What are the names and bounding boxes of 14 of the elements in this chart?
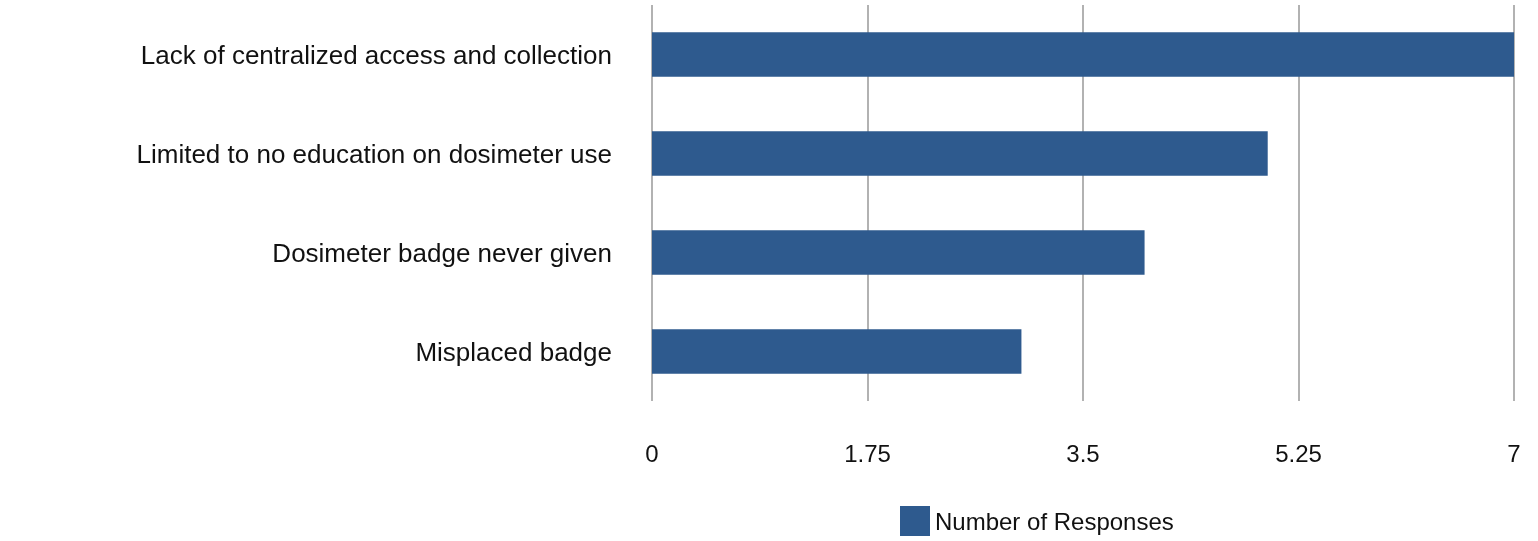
x-tick-label: 7: [1507, 439, 1521, 467]
x-tick-label: 0: [645, 439, 659, 467]
y-tick-label: Lack of centralized access and collection: [140, 39, 612, 70]
bar: [652, 32, 1514, 77]
bar: [652, 329, 1022, 374]
bar: [652, 131, 1268, 176]
bar: [652, 230, 1145, 275]
y-tick-label: Misplaced badge: [415, 336, 612, 367]
legend-label: Number of Responses: [935, 507, 1174, 535]
y-tick-label: Limited to no education on dosimeter use: [136, 138, 612, 169]
y-tick-label: Dosimeter badge never given: [272, 237, 612, 268]
x-tick-label: 1.75: [844, 439, 891, 467]
x-tick-label: 5.25: [1275, 439, 1322, 467]
x-tick-label: 3.5: [1066, 439, 1100, 467]
